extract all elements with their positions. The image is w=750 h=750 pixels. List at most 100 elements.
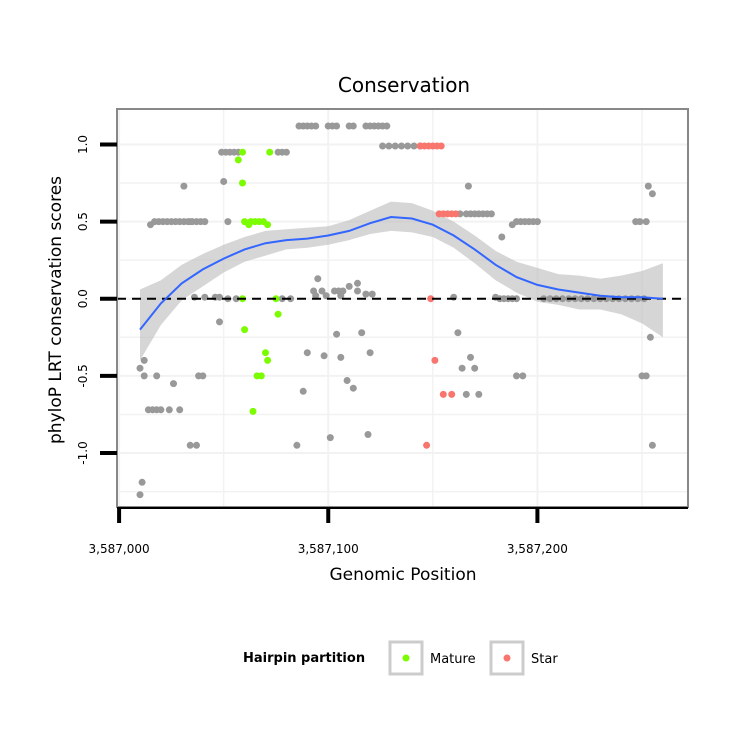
point-other — [454, 329, 462, 337]
point-other — [404, 142, 412, 150]
point-other — [362, 290, 370, 298]
y-tick-label: -1.0 — [76, 441, 90, 464]
point-star — [448, 390, 456, 398]
point-other — [138, 478, 146, 486]
point-other — [642, 372, 650, 380]
point-other — [458, 364, 466, 372]
point-other — [364, 431, 372, 438]
point-other — [293, 441, 301, 449]
point-other — [176, 406, 184, 414]
point-other — [391, 142, 399, 150]
point-other — [314, 275, 322, 283]
point-other — [487, 210, 495, 218]
x-tick-label: 3,587,100 — [298, 542, 359, 556]
point-mature — [241, 326, 249, 334]
point-star — [437, 142, 445, 150]
x-tick-label: 3,587,200 — [507, 542, 568, 556]
y-axis: -1.0 -0.5 0.0 0.5 1.0 — [76, 135, 117, 465]
point-other — [303, 349, 311, 357]
point-other — [383, 122, 391, 130]
point-mature — [239, 179, 246, 187]
legend-dot-star — [503, 654, 511, 662]
point-other — [282, 148, 290, 156]
y-tick-label: -0.5 — [76, 364, 90, 387]
point-other — [343, 377, 351, 384]
point-mature — [274, 310, 282, 318]
data-points — [136, 122, 656, 499]
point-other — [165, 406, 173, 414]
point-star — [431, 356, 439, 364]
legend: Hairpin partition Mature Star — [243, 640, 558, 676]
point-other — [475, 390, 483, 398]
legend-dot-mature — [402, 654, 410, 662]
legend-label-star: Star — [531, 652, 558, 667]
point-star — [423, 441, 431, 449]
point-other — [398, 142, 405, 150]
point-other — [648, 190, 656, 198]
point-other — [644, 182, 652, 190]
point-other — [136, 364, 144, 372]
point-other — [216, 318, 223, 326]
point-other — [220, 178, 228, 185]
legend-item-star: Star — [489, 640, 558, 676]
point-other — [349, 384, 357, 392]
y-axis-label: phyloP LRT conservation scores — [46, 176, 66, 444]
point-other — [186, 441, 194, 449]
point-other — [337, 353, 345, 361]
point-other — [345, 282, 353, 290]
point-other — [533, 218, 541, 226]
point-other — [136, 491, 144, 499]
plot-area — [116, 108, 689, 508]
point-other — [590, 295, 598, 303]
point-star — [452, 210, 460, 218]
point-other — [333, 330, 341, 338]
point-other — [180, 182, 188, 190]
point-other — [320, 352, 328, 360]
point-mature — [249, 407, 257, 415]
point-other — [312, 122, 320, 130]
point-other — [299, 387, 307, 395]
chart-title: Conservation — [338, 73, 470, 97]
point-mature — [264, 356, 272, 364]
point-star — [427, 295, 435, 303]
point-other — [186, 218, 194, 226]
point-other — [337, 292, 345, 300]
legend-item-mature: Mature — [388, 640, 476, 676]
point-other — [471, 364, 479, 372]
point-other — [140, 372, 148, 380]
point-other — [646, 333, 654, 341]
point-other — [462, 390, 470, 398]
x-tick-label: 3,587,000 — [89, 542, 150, 556]
point-other — [642, 218, 650, 226]
point-other — [546, 295, 554, 303]
point-mature — [264, 221, 272, 229]
point-mature — [234, 156, 242, 164]
point-other — [366, 349, 374, 357]
point-other — [318, 287, 326, 295]
point-other — [201, 293, 209, 301]
point-other — [312, 292, 320, 300]
x-axis: 3,587,000 3,587,100 3,587,200 — [89, 507, 688, 556]
confidence-ribbon — [140, 201, 663, 361]
point-other — [170, 380, 177, 388]
x-axis-label: Genomic Position — [329, 565, 476, 585]
point-other — [349, 122, 357, 130]
point-other — [193, 441, 200, 449]
point-mature — [262, 349, 269, 357]
point-other — [368, 290, 376, 298]
point-other — [326, 434, 334, 442]
point-other — [519, 372, 527, 380]
legend-title: Hairpin partition — [243, 651, 365, 666]
point-mature — [266, 148, 274, 156]
point-mature — [239, 148, 246, 156]
point-other — [333, 122, 341, 130]
legend-key-star — [489, 640, 525, 676]
point-other — [385, 142, 393, 150]
point-other — [224, 218, 232, 226]
point-other — [140, 356, 148, 364]
point-mature — [257, 372, 265, 380]
point-other — [232, 295, 240, 303]
point-other — [513, 372, 520, 380]
point-other — [199, 372, 207, 380]
point-star — [439, 390, 447, 398]
